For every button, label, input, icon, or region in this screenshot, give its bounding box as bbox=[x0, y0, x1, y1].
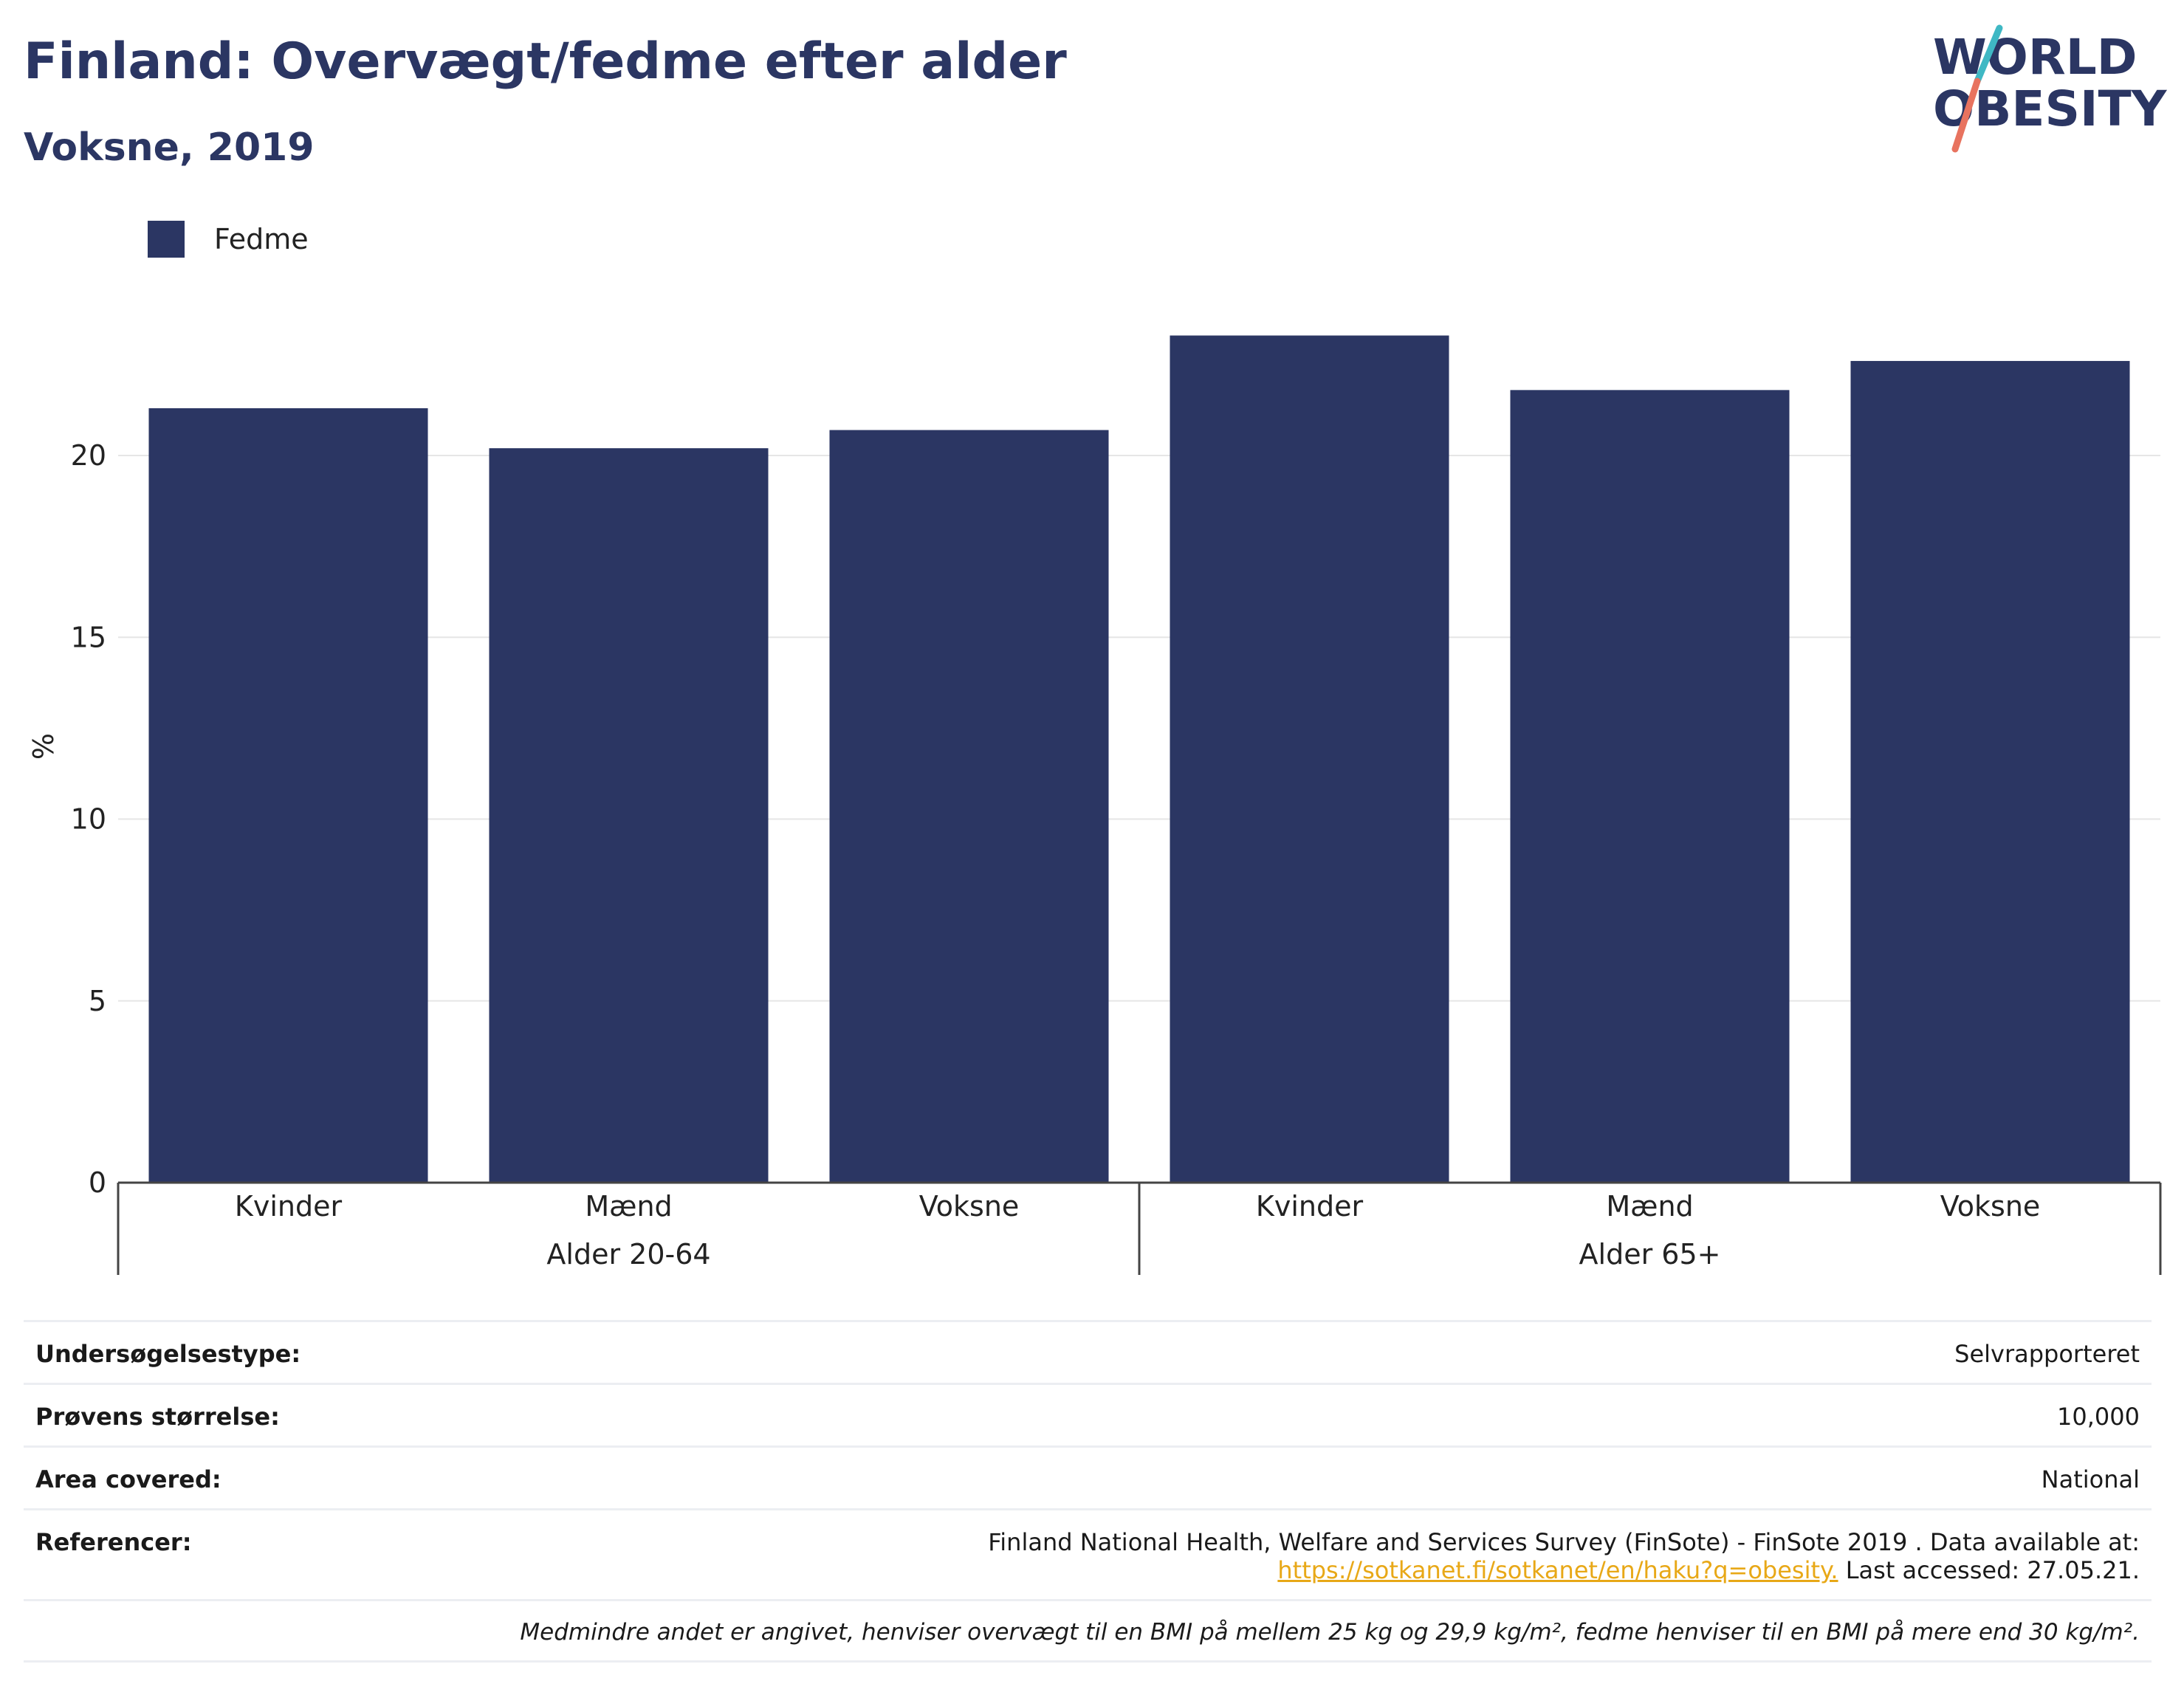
info-row-sample-size: Prøvens størrelse: 10,000 bbox=[24, 1383, 2152, 1445]
y-tick-label-5: 5 bbox=[89, 985, 106, 1017]
chart-subtitle: Voksne, 2019 bbox=[24, 126, 315, 170]
info-key-sample-size: Prøvens størrelse: bbox=[35, 1403, 280, 1431]
x-tick-label-1: Mænd bbox=[585, 1190, 672, 1223]
info-value-references: Finland National Health, Welfare and Ser… bbox=[988, 1528, 2140, 1584]
definition-note: Medmindre andet er angivet, henviser ove… bbox=[520, 1619, 2140, 1646]
bar-2 bbox=[829, 430, 1109, 1183]
info-row-survey-type: Undersøgelsestype: Selvrapporteret bbox=[24, 1320, 2152, 1383]
group-label-1: Alder 65+ bbox=[1579, 1238, 1721, 1271]
x-tick-label-2: Voksne bbox=[919, 1190, 1020, 1223]
bar-0 bbox=[148, 408, 428, 1183]
legend-label-fedme: Fedme bbox=[214, 223, 309, 255]
info-value-area: National bbox=[2041, 1465, 2140, 1493]
logo-slash-bottom bbox=[1951, 78, 1981, 153]
info-row-area: Area covered: National bbox=[24, 1445, 2152, 1508]
world-obesity-logo: WORLD OBESITY bbox=[1933, 24, 2168, 153]
x-tick-label-4: Mænd bbox=[1606, 1190, 1693, 1223]
info-row-note: Medmindre andet er angivet, henviser ove… bbox=[24, 1599, 2152, 1663]
info-key-area: Area covered: bbox=[35, 1465, 222, 1493]
y-tick-label-0: 0 bbox=[89, 1166, 106, 1199]
references-accessed: Last accessed: 27.05.21. bbox=[1845, 1556, 2140, 1584]
bar-chart: 0 5 10 15 20% Kvinder Mænd Voksne Kvinder Mænd Vok… bbox=[27, 335, 2162, 1275]
bar-1 bbox=[489, 448, 769, 1183]
info-value-survey-type: Selvrapporteret bbox=[1954, 1340, 2140, 1368]
bar-4 bbox=[1510, 390, 1790, 1183]
info-table: Undersøgelsestype: Selvrapporteret Prøve… bbox=[24, 1320, 2152, 1663]
references-link[interactable]: https://sotkanet.fi/sotkanet/en/haku?q=o… bbox=[1277, 1556, 1838, 1584]
info-value-sample-size: 10,000 bbox=[2057, 1403, 2140, 1431]
x-tick-label-0: Kvinder bbox=[235, 1190, 343, 1223]
group-label-0: Alder 20-64 bbox=[546, 1238, 710, 1271]
bar-5 bbox=[1850, 360, 2130, 1183]
legend-swatch-fedme bbox=[148, 221, 185, 258]
y-tick-label-15: 15 bbox=[71, 621, 106, 653]
x-tick-label-3: Kvinder bbox=[1256, 1190, 1364, 1223]
info-key-references: Referencer: bbox=[35, 1528, 192, 1556]
y-tick-label-20: 20 bbox=[71, 439, 106, 472]
chart-title: Finland: Overvægt/fedme efter alder bbox=[24, 32, 1067, 91]
info-row-references: Referencer: Finland National Health, Wel… bbox=[24, 1508, 2152, 1599]
x-tick-label-5: Voksne bbox=[1940, 1190, 2041, 1223]
bar-3 bbox=[1170, 335, 1449, 1183]
legend[interactable]: Fedme bbox=[148, 219, 309, 260]
logo-line1: WORLD bbox=[1933, 29, 2137, 86]
y-axis-title: % bbox=[27, 733, 60, 760]
info-key-survey-type: Undersøgelsestype: bbox=[35, 1340, 301, 1368]
logo-slash-top bbox=[1974, 24, 2003, 85]
y-tick-label-10: 10 bbox=[71, 803, 106, 836]
references-text: Finland National Health, Welfare and Ser… bbox=[988, 1528, 2140, 1556]
